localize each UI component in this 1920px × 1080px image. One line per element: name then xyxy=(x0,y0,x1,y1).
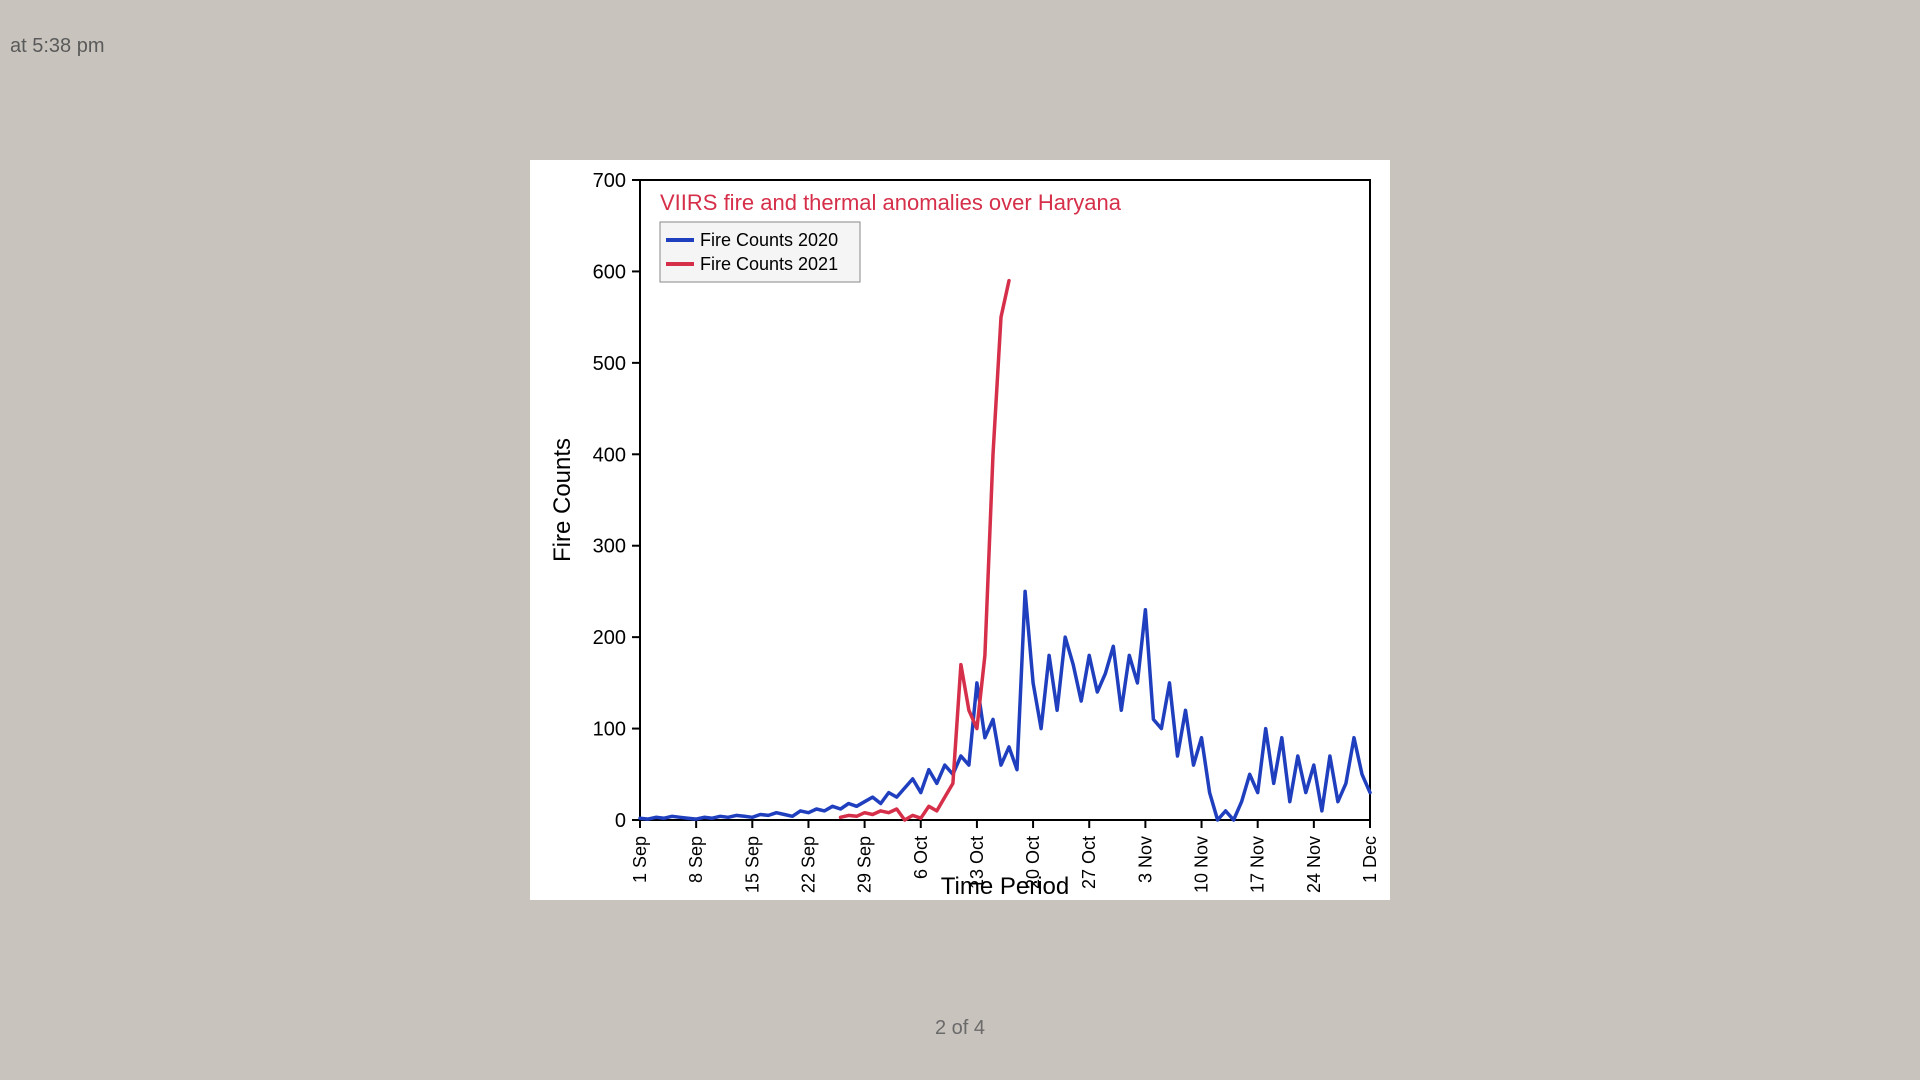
x-tick-label: 1 Sep xyxy=(630,836,650,883)
y-tick-label: 100 xyxy=(593,719,626,741)
y-tick-label: 700 xyxy=(593,170,626,192)
fire-counts-chart: 0 100 200 300 400 500 600 700 1 Sep 8 Sep 15 Sep 22… xyxy=(530,160,1390,905)
chart-title: VIIRS fire and thermal anomalies over Ha… xyxy=(660,190,1122,215)
page-indicator: 2 of 4 xyxy=(935,1017,985,1040)
timestamp-text: at 5:38 pm xyxy=(10,35,105,58)
x-tick-label: 24 Nov xyxy=(1304,836,1324,893)
x-tick-label: 1 Dec xyxy=(1360,836,1380,883)
x-tick-label: 27 Oct xyxy=(1079,836,1099,889)
y-axis-label: Fire Counts xyxy=(549,438,576,562)
y-tick-label: 500 xyxy=(593,353,626,375)
y-tick-label: 200 xyxy=(593,627,626,649)
x-tick-label: 15 Sep xyxy=(742,836,762,893)
x-tick-label: 3 Nov xyxy=(1135,836,1155,883)
x-tick-label: 29 Sep xyxy=(855,836,875,893)
y-tick-label: 600 xyxy=(593,261,626,283)
x-tick-label: 6 Oct xyxy=(911,836,931,879)
legend-label: Fire Counts 2021 xyxy=(700,254,838,274)
x-axis-label: Time Period xyxy=(941,873,1069,900)
x-tick-label: 17 Nov xyxy=(1248,836,1268,893)
x-tick-label: 10 Nov xyxy=(1192,836,1212,893)
y-tick-label: 400 xyxy=(593,444,626,466)
legend-label: Fire Counts 2020 xyxy=(700,230,838,250)
y-tick-label: 300 xyxy=(593,536,626,558)
x-tick-label: 22 Sep xyxy=(798,836,818,893)
x-tick-label: 8 Sep xyxy=(686,836,706,883)
y-tick-label: 0 xyxy=(615,810,626,832)
